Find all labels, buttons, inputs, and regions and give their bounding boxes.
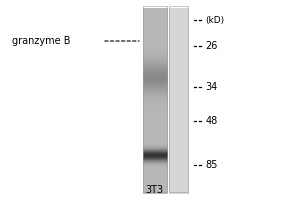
Text: 48: 48: [206, 116, 218, 126]
Text: 26: 26: [206, 41, 218, 51]
Bar: [169, 6, 188, 192]
Text: granzyme B: granzyme B: [12, 36, 70, 46]
Text: (kD): (kD): [206, 16, 225, 24]
Bar: [142, 6, 167, 192]
Text: 85: 85: [206, 160, 218, 170]
Text: 34: 34: [206, 82, 218, 92]
Text: 3T3: 3T3: [146, 185, 164, 195]
